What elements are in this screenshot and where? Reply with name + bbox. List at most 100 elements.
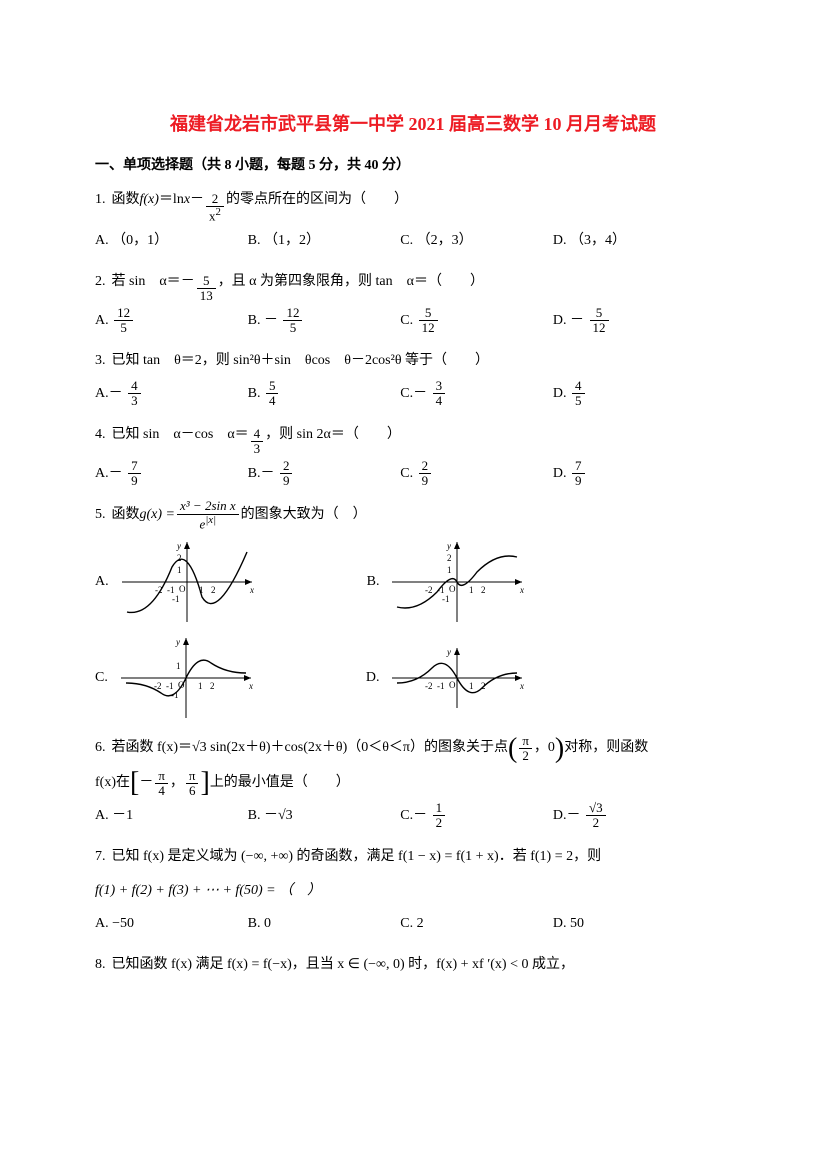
q2-text: 若 sin α＝	[112, 267, 181, 298]
q1-number: 1.	[95, 185, 106, 216]
q2-frac: 5 13	[197, 274, 216, 304]
svg-text:y: y	[446, 647, 451, 657]
q6-opt-b: B. －√3	[248, 801, 388, 832]
q4-frac: 43	[251, 427, 264, 457]
q5-number: 5.	[95, 500, 106, 531]
q1-opt-c: C. （2，3）	[400, 226, 540, 257]
q5-tail: 的图象大致为（ ）	[241, 500, 367, 531]
section-header-1: 一、单项选择题（共 8 小题，每题 5 分，共 40 分）	[95, 155, 731, 177]
q1-minus: －	[190, 185, 204, 216]
q5-opt-d-wrap: D. x y O -2 -1 1 2	[366, 643, 528, 713]
svg-text:x: x	[519, 681, 524, 691]
question-7: 7. 已知 f(x) 是定义域为 (−∞, +∞) 的奇函数，满足 f(1 − …	[95, 842, 731, 940]
q5-opt-a: A.	[95, 567, 109, 598]
q8-number: 8.	[95, 950, 106, 981]
q4-options: A.－ 79 B.－ 29 C. 29 D. 79	[95, 459, 731, 490]
q6-interval-2: [ － π4 ， π6 ]	[130, 768, 210, 799]
q5-text-a: 函数	[112, 500, 140, 531]
q5-opt-c: C.	[95, 663, 108, 694]
question-3: 3. 已知 tan θ＝2，则 sin²θ＋sin θcos θ－2cos²θ …	[95, 346, 731, 410]
q5-gfrac: x³ − 2sin x e|x|	[177, 499, 239, 531]
svg-text:-1: -1	[172, 594, 180, 604]
svg-text:1: 1	[469, 585, 474, 595]
page-title: 福建省龙岩市武平县第一中学 2021 届高三数学 10 月月考试题	[95, 110, 731, 139]
svg-text:O: O	[449, 584, 456, 594]
svg-text:-2: -2	[425, 681, 433, 691]
q3-opt-a: A.－ 43	[95, 379, 235, 410]
q2-tail: ，且 α 为第四象限角，则 tan α＝（ ）	[218, 267, 484, 298]
q3-options: A.－ 43 B. 54 C.－ 34 D. 45	[95, 379, 731, 410]
q5-opt-d: D.	[366, 663, 380, 694]
q6-opt-a: A. －1	[95, 801, 235, 832]
q1-opt-a: A. （0，1）	[95, 226, 235, 257]
svg-text:x: x	[249, 585, 254, 595]
q1-eq: ＝ln	[159, 185, 184, 216]
graph-d: x y O -2 -1 1 2	[387, 643, 527, 713]
svg-text:-1: -1	[437, 681, 445, 691]
q1-frac-num: 2	[206, 192, 224, 207]
svg-text:2: 2	[447, 553, 452, 563]
q1-frac: 2 x2	[206, 192, 224, 224]
svg-text:-1: -1	[442, 594, 450, 604]
svg-text:1: 1	[447, 565, 452, 575]
svg-text:-1: -1	[167, 585, 175, 595]
q4-opt-d: D. 79	[553, 459, 693, 490]
q1-tail: 的零点所在的区间为（ ）	[226, 185, 408, 216]
q1-opt-d: D. （3，4）	[553, 226, 693, 257]
graph-a: x y O 2 1 -1 -2 -1 1 2	[117, 537, 257, 627]
q6-opt-c: C.－ 12	[400, 801, 540, 832]
q7-line2: f(1) + f(2) + f(3) + ⋯ + f(50) = （ ）	[95, 876, 321, 907]
q4-opt-b: B.－ 29	[248, 459, 388, 490]
q1-options: A. （0，1） B. （1，2） C. （2，3） D. （3，4）	[95, 226, 731, 257]
svg-text:2: 2	[481, 585, 486, 595]
q4-opt-a: A.－ 79	[95, 459, 235, 490]
q2-number: 2.	[95, 267, 106, 298]
q2-options: A. 125 B. － 125 C. 512 D. － 512	[95, 306, 731, 337]
q3-opt-b: B. 54	[248, 379, 388, 410]
svg-text:y: y	[175, 637, 180, 647]
question-4: 4. 已知 sin α－cos α＝ 43 ，则 sin 2α＝（ ） A.－ …	[95, 420, 731, 489]
q7-text: 已知 f(x) 是定义域为 (−∞, +∞) 的奇函数，满足 f(1 − x) …	[112, 842, 602, 873]
svg-text:-2: -2	[425, 585, 433, 595]
svg-text:2: 2	[210, 681, 215, 691]
svg-text:-1: -1	[166, 681, 174, 691]
q6-line2-a: f(x)在	[95, 768, 130, 799]
q2-opt-c: C. 512	[400, 306, 540, 337]
question-2: 2. 若 sin α＝ － 5 13 ，且 α 为第四象限角，则 tan α＝（…	[95, 267, 731, 336]
svg-text:x: x	[519, 585, 524, 595]
svg-text:2: 2	[177, 553, 182, 563]
question-1: 1. 函数 f(x) ＝ln x － 2 x2 的零点所在的区间为（ ） A. …	[95, 185, 731, 257]
q6-text-a: 若函数 f(x)＝√3 sin(2x＋θ)＋cos(2x＋θ)（0＜θ＜π）的图…	[112, 733, 509, 764]
svg-text:2: 2	[211, 585, 216, 595]
q6-text-b: 对称，则函数	[564, 733, 648, 764]
q4-number: 4.	[95, 420, 106, 451]
graph-b: x y O 2 1 -1 -2 -1 1 2	[387, 537, 527, 627]
q2-opt-d: D. － 512	[553, 306, 693, 337]
q3-opt-d: D. 45	[553, 379, 693, 410]
q3-text: 已知 tan θ＝2，则 sin²θ＋sin θcos θ－2cos²θ 等于（…	[112, 346, 490, 377]
q2-fn: 5	[197, 274, 216, 289]
q1-opt-b: B. （1，2）	[248, 226, 388, 257]
q1-frac-den: x2	[206, 207, 224, 224]
q4-tail: ，则 sin 2α＝（ ）	[265, 420, 401, 451]
q5-opt-a-wrap: A. x y O 2 1 -1 -2 -1 1 2	[95, 537, 257, 627]
q5-den-expr: e|x|	[177, 515, 239, 532]
q6-number: 6.	[95, 733, 106, 764]
question-5: 5. 函数 g(x) = x³ − 2sin x e|x| 的图象大致为（ ） …	[95, 499, 731, 723]
graph-c: x y O 1 -1 -2 -1 1 2	[116, 633, 256, 723]
q7-opt-d: D. 50	[553, 909, 693, 940]
question-6: 6. 若函数 f(x)＝√3 sin(2x＋θ)＋cos(2x＋θ)（0＜θ＜π…	[95, 733, 731, 831]
q2-opt-a: A. 125	[95, 306, 235, 337]
q4-opt-c: C. 29	[400, 459, 540, 490]
q2-opt-b: B. － 125	[248, 306, 388, 337]
svg-text:1: 1	[177, 565, 182, 575]
q5-opt-b: B.	[367, 567, 380, 598]
question-8: 8. 已知函数 f(x) 满足 f(x) = f(−x)，且当 x ∈ (−∞,…	[95, 950, 731, 981]
q7-options: A. −50 B. 0 C. 2 D. 50	[95, 909, 731, 940]
q8-text: 已知函数 f(x) 满足 f(x) = f(−x)，且当 x ∈ (−∞, 0)…	[112, 950, 574, 981]
q6-opt-d: D.－ √32	[553, 801, 693, 832]
q7-opt-c: C. 2	[400, 909, 540, 940]
svg-text:x: x	[248, 681, 253, 691]
q3-opt-c: C.－ 34	[400, 379, 540, 410]
q6-options: A. －1 B. －√3 C.－ 12 D.－ √32	[95, 801, 731, 832]
